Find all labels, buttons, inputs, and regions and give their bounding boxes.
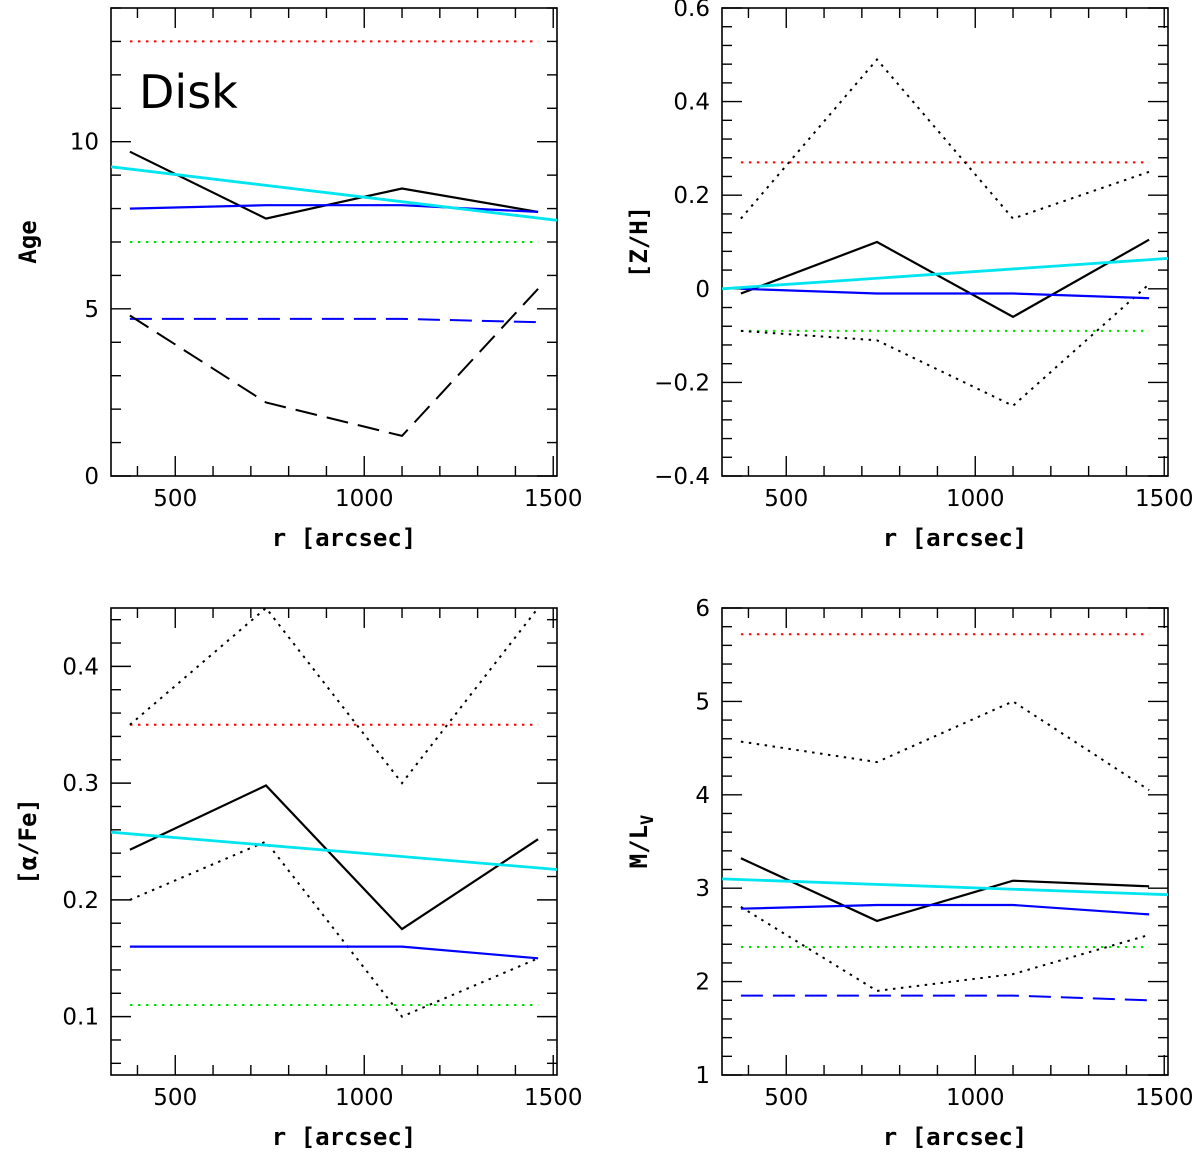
panel-annotation: Disk — [139, 65, 238, 119]
y-tick-label: −0.4 — [654, 464, 710, 490]
series-line-blue-dashed — [740, 994, 1150, 1002]
series-group — [111, 608, 557, 1018]
y-tick-label: 5 — [84, 297, 99, 323]
series-line-blue-solid — [129, 945, 539, 960]
x-axis-label: r [arcsec] — [272, 1123, 417, 1151]
series-line-blue-solid — [740, 903, 1150, 916]
x-tick-label: 1000 — [335, 1085, 394, 1111]
y-tick-label: 5 — [695, 689, 710, 715]
x-tick-label: 1500 — [524, 1085, 583, 1111]
x-tick-label: 1000 — [946, 1085, 1005, 1111]
x-axis-label: r [arcsec] — [272, 524, 417, 552]
y-tick-label: 1 — [695, 1063, 710, 1089]
series-group — [722, 57, 1168, 407]
y-tick-label: 10 — [70, 130, 99, 156]
y-tick-label: 6 — [695, 596, 710, 622]
plot-frame — [721, 7, 1169, 477]
y-tick-label: 0.6 — [673, 0, 710, 22]
series-line-black-dotted-lower — [740, 906, 1150, 992]
x-tick-label: 500 — [764, 1085, 808, 1111]
y-tick-label: 2 — [695, 970, 710, 996]
y-axis-label: [Z/H] — [625, 206, 653, 278]
y-tick-label: 0.3 — [62, 771, 99, 797]
chart-panel-bottom-left: 500 1000 1500 0.1 0.2 0.3 0.4 r [arcsec] [α/Fe] — [14, 607, 583, 1151]
series-line-black-dashed — [129, 288, 539, 438]
x-axis-label: r [arcsec] — [883, 524, 1028, 552]
series-line-black-solid — [129, 150, 539, 220]
x-axis-label: r [arcsec] — [883, 1123, 1028, 1151]
x-tick-label: 500 — [153, 1085, 197, 1111]
series-line-black-solid — [740, 857, 1150, 923]
y-tick-label: 0 — [84, 464, 99, 490]
y-tick-label: 0.1 — [62, 1005, 99, 1031]
series-line-black-solid — [129, 784, 539, 931]
series-line-black-dotted-upper — [129, 608, 539, 785]
y-axis-label: [α/Fe] — [14, 798, 42, 885]
x-tick-label: 1000 — [335, 486, 394, 512]
series-group — [722, 633, 1168, 1002]
chart-panel-bottom-right: 500 1000 1500 1 2 3 4 5 6 r [arcsec] M/LV — [625, 596, 1193, 1151]
series-group — [111, 40, 557, 438]
y-axis-label-subscript: V — [638, 815, 658, 825]
y-tick-label: 0 — [695, 277, 710, 303]
y-tick-label: 3 — [695, 876, 710, 902]
y-tick-label: 0.2 — [62, 888, 99, 914]
y-tick-label: 4 — [695, 783, 710, 809]
series-line-black-dotted-lower — [740, 283, 1150, 407]
y-tick-label: 0.4 — [673, 90, 710, 116]
x-tick-label: 500 — [153, 486, 197, 512]
y-tick-label: −0.2 — [654, 370, 710, 396]
series-line-blue-dashed — [129, 317, 539, 324]
series-line-blue-solid — [740, 287, 1150, 300]
series-line-cyan-solid — [722, 877, 1168, 897]
x-tick-label: 1500 — [1135, 486, 1194, 512]
y-tick-label: 0.4 — [62, 654, 99, 680]
series-line-black-dotted-lower — [129, 840, 539, 1018]
plot-frame — [110, 607, 558, 1076]
series-line-black-dotted-upper — [740, 700, 1150, 791]
series-line-cyan-solid — [111, 165, 557, 222]
chart-panel-top-right: 500 1000 1500 −0.4 −0.2 0 0.2 0.4 0.6 r [arcsec] [… — [625, 0, 1193, 552]
x-tick-label: 500 — [764, 486, 808, 512]
plot-frame — [721, 607, 1169, 1076]
series-line-cyan-solid — [722, 257, 1168, 291]
x-tick-label: 1500 — [524, 486, 583, 512]
y-axis-label: M/LV — [625, 815, 658, 869]
chart-panel-top-left: 500 1000 1500 0 5 10 r [arcsec] Age Disk — [14, 7, 583, 552]
x-tick-label: 1000 — [946, 486, 1005, 512]
x-tick-label: 1500 — [1135, 1085, 1194, 1111]
series-line-black-solid — [740, 238, 1150, 319]
series-line-black-dotted-upper — [740, 57, 1150, 220]
y-axis-label: Age — [14, 220, 42, 263]
y-tick-label: 0.2 — [673, 183, 710, 209]
series-line-cyan-solid — [111, 830, 557, 871]
